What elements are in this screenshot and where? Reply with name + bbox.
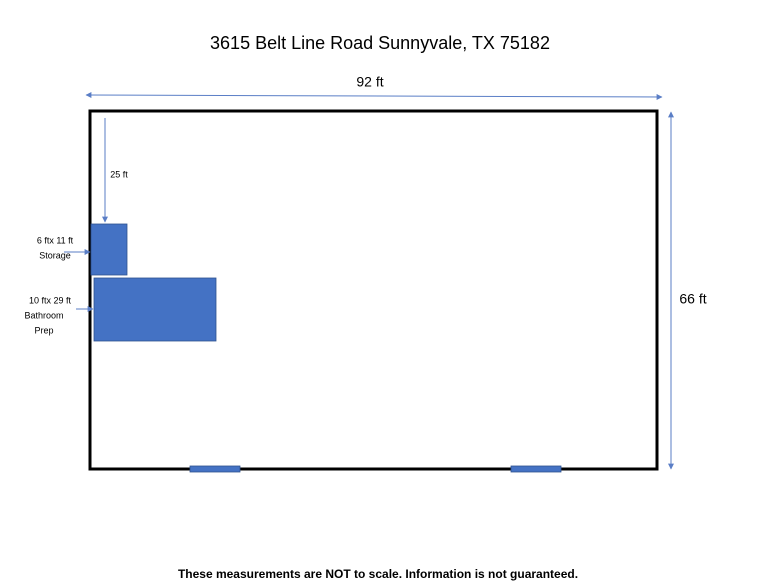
offset-label: 25 ft [110, 169, 128, 179]
building-outline [88, 109, 659, 471]
disclaimer: These measurements are NOT to scale. Inf… [178, 567, 578, 581]
width-label: 92 ft [356, 74, 383, 90]
door [510, 465, 562, 473]
width-arrow [85, 92, 663, 100]
room-name: Bathroom [24, 310, 63, 320]
title: 3615 Belt Line Road Sunnyvale, TX 75182 [210, 33, 550, 53]
depth-label: 66 ft [679, 291, 706, 307]
room-name: Storage [39, 250, 71, 260]
room-size: 10 ftx 29 ft [29, 295, 72, 305]
room-name: Prep [34, 325, 53, 335]
door [189, 465, 241, 473]
bathroom-prep-room [93, 277, 217, 342]
room-size: 6 ftx 11 ft [37, 235, 74, 245]
storage-room [90, 223, 128, 276]
